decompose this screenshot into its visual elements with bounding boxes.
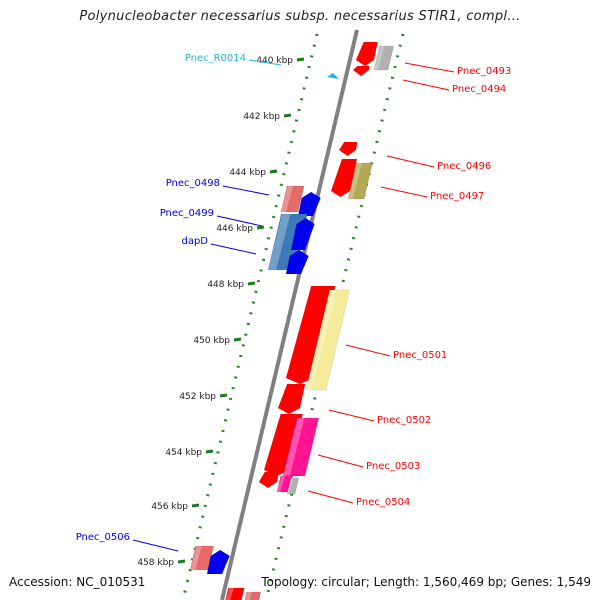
leader-line <box>307 490 354 504</box>
gene-pnec-0503-a <box>264 414 303 476</box>
gene-pnec-0498 <box>280 185 305 213</box>
kbp-tick <box>233 337 242 342</box>
leader-line <box>216 215 263 227</box>
gene-pnec-0502 <box>278 384 306 414</box>
leader-line <box>132 539 179 552</box>
gene-pnec-0497-shade <box>348 163 363 199</box>
gene-label: Pnec_0494 <box>452 84 506 95</box>
gene-pnec-r0014 <box>327 73 339 79</box>
gene-pnec-0498-arrow <box>298 192 321 216</box>
gene-pnec-0504-b-shade <box>287 478 294 494</box>
leader-line <box>248 59 282 66</box>
gene-bottom-a <box>225 587 245 600</box>
kbp-ticks: 440 kbp 442 kbp 444 kbp 446 kbp 448 kbp 450 k… <box>137 56 305 568</box>
gene-label: Pnec_0504 <box>356 497 410 508</box>
kbp-tick <box>269 169 278 174</box>
kbp-tick-label: 440 kbp <box>256 56 293 66</box>
gene-label: Pnec_0506 <box>76 532 130 543</box>
kbp-tick <box>177 559 186 564</box>
gene-label: dapD <box>181 236 208 247</box>
gene-label: Pnec_0503 <box>366 461 420 472</box>
kbp-tick <box>191 503 200 508</box>
gene-pnec-0504-shade <box>277 476 285 492</box>
kbp-tick-label: 448 kbp <box>207 280 244 290</box>
outer-dotted-track <box>264 33 405 600</box>
gene-pnec-0498-shade <box>281 186 294 212</box>
gene-pnec-0501 <box>305 289 351 391</box>
gene-pnec-0504-a <box>259 472 279 488</box>
accession-text: Accession: NC_010531 <box>9 575 146 589</box>
gene-pnec-0503 <box>282 417 320 477</box>
gene-pnec-0493-rna <box>373 45 395 71</box>
title: Polynucleobacter necessarius subsp. nece… <box>79 9 521 24</box>
feature-track <box>189 42 395 600</box>
leader-line <box>317 454 364 468</box>
gene-pnec-0501-a <box>286 286 336 384</box>
gene-bottom-b-shade <box>245 592 252 600</box>
kbp-tick-label: 444 kbp <box>229 168 266 178</box>
kbp-tick <box>247 281 256 286</box>
kbp-tick <box>296 57 305 62</box>
gene-pnec-0506-shade <box>190 546 202 570</box>
dotted-tracks <box>181 33 405 600</box>
leader-line <box>345 344 391 357</box>
kbp-tick-label: 458 kbp <box>137 558 174 568</box>
summary-text: Topology: circular; Length: 1,560,469 bp… <box>261 575 591 589</box>
gene-pnec-0506-arrow <box>207 550 230 574</box>
inner-dotted-track <box>181 33 319 600</box>
gene-pnec-0494 <box>353 66 370 76</box>
gene-pnec-0497 <box>347 162 373 200</box>
kbp-tick-label: 442 kbp <box>243 112 280 122</box>
gene-label: Pnec_0496 <box>437 161 491 172</box>
backbone <box>220 29 359 600</box>
gene-label: Pnec_0497 <box>430 191 484 202</box>
leader-line <box>386 155 435 168</box>
kbp-tick-label: 450 kbp <box>193 336 230 346</box>
leader-line <box>328 409 375 422</box>
gene-label: Pnec_R0014 <box>185 53 246 64</box>
gene-pnec-0499 <box>291 218 315 250</box>
gene-bottom-b <box>244 591 262 600</box>
gene-pnec-0501-shade <box>306 290 337 390</box>
kbp-tick-label: 454 kbp <box>165 448 202 458</box>
kbp-tick-label: 446 kbp <box>216 224 253 234</box>
gene-label: Pnec_0502 <box>377 415 431 426</box>
gene-pnec-0497-a <box>331 159 358 197</box>
leader-line <box>210 243 257 255</box>
leader-line <box>222 185 270 196</box>
leader-line <box>404 62 455 73</box>
gene-pnec-0493-rna-shade <box>374 46 385 70</box>
gene-label: Pnec_0499 <box>160 208 214 219</box>
gene-label: Pnec_0493 <box>457 66 511 77</box>
leader-line <box>402 79 450 91</box>
gene-bottom-a-shade <box>225 588 234 600</box>
kbp-tick <box>283 113 292 118</box>
kbp-tick <box>205 449 214 454</box>
kbp-tick-label: 456 kbp <box>151 502 188 512</box>
gene-label: Pnec_0498 <box>166 178 220 189</box>
kbp-tick-label: 452 kbp <box>179 392 216 402</box>
gene-pnec-0504-b <box>286 477 300 495</box>
kbp-tick <box>256 225 265 230</box>
gene-labels: Pnec_R0014 Pnec_0493 Pnec_0494 Pnec_0496 Pne… <box>76 53 511 552</box>
leader-line <box>380 186 428 198</box>
gene-pnec-0503-shade <box>283 418 305 476</box>
gene-pnec-0499-dapd-shade <box>268 214 291 270</box>
gene-dapd <box>286 250 309 274</box>
gene-pnec-0493 <box>356 42 378 66</box>
gene-pnec-0496 <box>339 142 358 156</box>
kbp-tick <box>219 393 228 398</box>
gene-label: Pnec_0501 <box>393 350 447 361</box>
